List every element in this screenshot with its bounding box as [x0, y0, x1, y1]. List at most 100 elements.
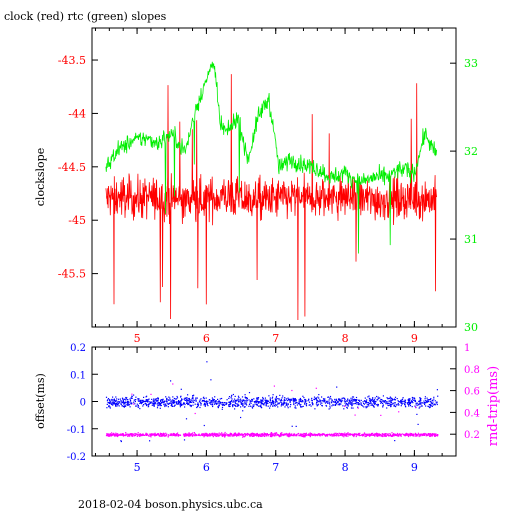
offset-point	[272, 400, 274, 402]
offset-point	[389, 403, 391, 405]
offset-point	[153, 403, 155, 405]
offset-point	[256, 397, 258, 399]
roundtrip-point	[304, 436, 306, 438]
offset-point	[226, 403, 228, 405]
roundtrip-point	[285, 432, 287, 435]
offset-point	[367, 404, 369, 406]
roundtrip-point	[416, 434, 418, 436]
offset-point	[337, 401, 340, 403]
offset-point	[280, 401, 282, 403]
roundtrip-point	[309, 434, 311, 436]
roundtrip-point	[193, 432, 195, 434]
offset-point	[371, 399, 373, 401]
roundtrip-point	[151, 434, 153, 436]
offset-point	[272, 396, 274, 398]
offset-point	[292, 400, 294, 402]
offset-point	[304, 403, 306, 405]
roundtrip-point	[177, 435, 180, 437]
offset-point	[386, 397, 388, 399]
roundtrip-point	[319, 435, 321, 437]
offset-point	[350, 399, 352, 401]
roundtrip-point	[372, 432, 374, 434]
offset-point	[334, 404, 337, 406]
offset-point	[243, 399, 245, 401]
offset-point	[301, 401, 303, 403]
offset-point	[107, 401, 109, 404]
roundtrip-point	[406, 434, 408, 436]
offset-point	[299, 398, 301, 400]
offset-point	[196, 406, 198, 409]
roundtrip-point	[363, 434, 365, 437]
offset-point	[233, 400, 235, 402]
offset-point	[284, 406, 286, 408]
roundtrip-point	[373, 434, 376, 436]
offset-point	[256, 397, 258, 400]
offset-point	[383, 401, 385, 403]
offset-point	[342, 405, 344, 407]
offset-point	[130, 400, 132, 402]
roundtrip-point	[177, 432, 179, 434]
offset-point	[283, 399, 285, 401]
offset-point	[327, 402, 329, 404]
roundtrip-point	[299, 434, 301, 436]
offset-point	[428, 399, 430, 401]
roundtrip-point	[218, 435, 220, 437]
offset-point	[236, 399, 238, 401]
offset-point	[159, 407, 161, 409]
offset-point	[172, 402, 174, 404]
roundtrip-point	[190, 435, 192, 437]
roundtrip-point	[357, 432, 359, 435]
roundtrip-point	[148, 435, 150, 437]
offset-point	[233, 401, 235, 403]
roundtrip-point	[265, 434, 268, 436]
roundtrip-point	[263, 434, 265, 436]
offset-point	[245, 403, 247, 405]
roundtrip-point	[225, 434, 227, 436]
offset-point	[185, 418, 188, 420]
roundtrip-point	[263, 433, 266, 435]
roundtrip-point	[150, 434, 152, 436]
offset-point	[248, 392, 251, 394]
offset-point	[425, 400, 427, 402]
roundtrip-point	[111, 434, 113, 436]
offset-point	[284, 402, 286, 404]
offset-point	[283, 399, 285, 401]
offset-point	[181, 398, 183, 400]
roundtrip-point	[405, 434, 407, 436]
offset-point	[240, 401, 242, 403]
offset-point	[299, 404, 301, 406]
offset-point	[128, 401, 130, 403]
offset-point	[385, 403, 387, 405]
offset-point	[242, 403, 244, 405]
offset-point	[203, 404, 205, 406]
offset-point	[251, 398, 253, 401]
offset-point	[306, 403, 308, 405]
roundtrip-point	[134, 432, 136, 435]
offset-point	[109, 400, 111, 402]
roundtrip-point	[142, 433, 144, 435]
roundtrip-point	[218, 432, 220, 434]
roundtrip-point	[170, 433, 172, 435]
offset-point	[212, 399, 214, 401]
offset-point	[305, 404, 307, 406]
offset-point	[309, 404, 311, 406]
offset-point	[134, 400, 136, 403]
roundtrip-point	[125, 432, 127, 434]
offset-point	[404, 404, 406, 406]
roundtrip-point	[189, 434, 191, 436]
offset-point	[311, 397, 313, 399]
offset-point	[146, 400, 148, 403]
roundtrip-point	[122, 433, 124, 435]
offset-point	[422, 402, 424, 404]
roundtrip-point	[187, 435, 190, 437]
offset-point	[136, 405, 138, 407]
offset-point	[157, 405, 159, 407]
offset-point	[242, 399, 244, 401]
offset-point	[435, 402, 437, 404]
roundtrip-point	[205, 433, 207, 436]
roundtrip-point	[384, 433, 386, 435]
roundtrip-point	[253, 435, 255, 437]
roundtrip-point	[435, 435, 438, 437]
offset-point	[269, 397, 271, 399]
roundtrip-point	[204, 432, 206, 434]
